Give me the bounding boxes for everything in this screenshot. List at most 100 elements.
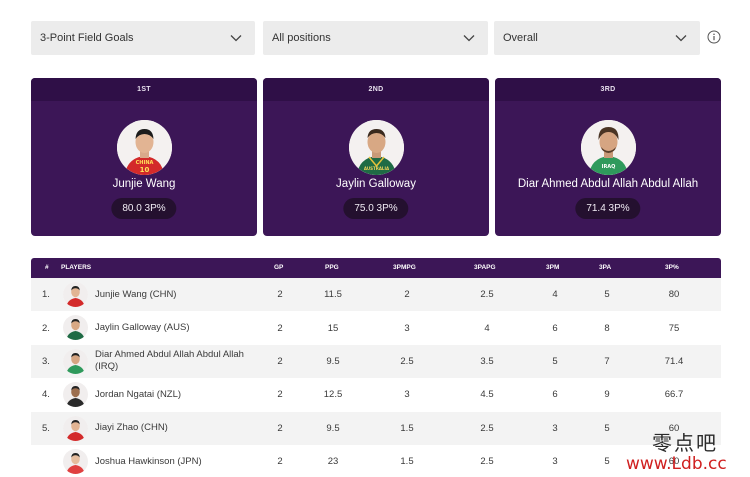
cell-pa: 5 (604, 289, 610, 301)
cell-gp: 2 (277, 389, 283, 401)
header-3pm[interactable]: 3PM (546, 264, 560, 271)
player-avatar: IRAQ (580, 120, 636, 175)
cell-gp: 2 (277, 322, 283, 334)
leader-stat-badge: 80.0 3P% (111, 198, 177, 219)
cell-pmpg: 1.5 (400, 456, 414, 468)
chevron-down-icon (674, 31, 688, 45)
row-rank: 1. (42, 289, 50, 301)
leader-stat-badge: 71.4 3P% (575, 198, 641, 219)
cell-pmpg: 2.5 (400, 355, 414, 367)
row-rank: 5. (42, 422, 50, 434)
cell-ppg: 9.5 (326, 355, 340, 367)
cell-pct: 75 (668, 322, 680, 334)
table-row[interactable]: 1. Junjie Wang (CHN) 2 11.5 2 2.5 4 5 80 (31, 278, 721, 312)
header-3p-pct[interactable]: 3P% (665, 264, 679, 271)
stat-select-value: 3-Point Field Goals (40, 32, 134, 44)
leader-name: Jaylin Galloway (336, 178, 416, 190)
cell-gp: 2 (277, 355, 283, 367)
header-rank[interactable]: # (45, 264, 49, 271)
watermark-text: 零点吧 (652, 431, 718, 455)
row-rank: 3. (42, 355, 50, 367)
watermark: 零点吧 www.Ldb.cc (618, 421, 748, 477)
cell-pm: 3 (552, 422, 558, 434)
player-name-link[interactable]: Jordan Ngatai (NZL) (95, 388, 182, 400)
player-name-link[interactable]: Joshua Hawkinson (JPN) (95, 455, 202, 467)
scope-select-value: Overall (503, 32, 538, 44)
cell-gp: 2 (277, 422, 283, 434)
leader-card-3[interactable]: 3RD IRAQ Diar Ahmed Abdul Allah Abdul Al… (495, 78, 721, 236)
cell-pct: 71.4 (664, 355, 684, 367)
player-thumbnail (63, 382, 88, 408)
table-row[interactable]: 4. Jordan Ngatai (NZL) 2 12.5 3 4.5 6 9 66.7 (31, 378, 721, 411)
cell-gp: 2 (277, 289, 283, 301)
chevron-down-icon (229, 31, 243, 45)
cell-papg: 2.5 (480, 289, 494, 301)
table-row[interactable]: 5. Jiayi Zhao (CHN) 2 9.5 1.5 2.5 3 5 60 (31, 411, 721, 445)
player-name-link[interactable]: Jaylin Galloway (AUS) (95, 322, 190, 334)
cell-pa: 9 (604, 389, 610, 401)
header-3pa[interactable]: 3PA (599, 264, 612, 271)
leader-rank: 2ND (263, 78, 489, 101)
cell-pm: 5 (552, 355, 558, 367)
leader-name: Diar Ahmed Abdul Allah Abdul Allah (517, 178, 699, 190)
cell-pct: 66.7 (664, 389, 684, 401)
cell-gp: 2 (277, 456, 283, 468)
table-header: # PLAYERS GP PPG 3PMPG 3PAPG 3PM 3PA 3P% (31, 258, 721, 278)
leader-rank: 1ST (31, 78, 257, 101)
leader-card-1[interactable]: 1ST CHINA 10 Junjie Wang 80.0 3P% (31, 78, 257, 236)
position-select[interactable]: All positions (263, 21, 488, 55)
cell-pm: 6 (552, 322, 558, 334)
player-thumbnail (63, 415, 88, 441)
header-3pmpg[interactable]: 3PMPG (393, 264, 416, 271)
cell-papg: 2.5 (480, 456, 494, 468)
leader-stat-badge: 75.0 3P% (343, 198, 409, 219)
cell-pm: 6 (552, 389, 558, 401)
header-ppg[interactable]: PPG (325, 264, 339, 271)
player-thumbnail (63, 282, 88, 307)
cell-pa: 8 (604, 322, 610, 334)
row-rank: 4. (42, 389, 50, 401)
cell-papg: 4 (484, 322, 490, 334)
cell-ppg: 12.5 (323, 389, 343, 401)
cell-pmpg: 3 (404, 389, 410, 401)
watermark-url: www.Ldb.cc (626, 454, 727, 474)
svg-text:AUSTRALIA: AUSTRALIA (363, 166, 389, 171)
cell-papg: 4.5 (480, 389, 494, 401)
cell-pa: 7 (604, 355, 610, 367)
cell-ppg: 23 (327, 456, 339, 468)
cell-papg: 2.5 (480, 422, 494, 434)
cell-pmpg: 3 (404, 322, 410, 334)
player-avatar: AUSTRALIA (348, 120, 404, 175)
leader-card-2[interactable]: 2ND AUSTRALIA Jaylin Galloway 75.0 3P% (263, 78, 489, 236)
cell-pm: 3 (552, 456, 558, 468)
cell-pa: 5 (604, 422, 610, 434)
leader-rank: 3RD (495, 78, 721, 101)
cell-papg: 3.5 (480, 355, 494, 367)
table-row[interactable]: 2. Jaylin Galloway (AUS) 2 15 3 4 6 8 75 (31, 311, 721, 344)
header-gp[interactable]: GP (274, 264, 284, 271)
cell-pm: 4 (552, 289, 558, 301)
cell-pmpg: 2 (404, 289, 410, 301)
scope-select[interactable]: Overall (494, 21, 700, 55)
player-name-link[interactable]: Diar Ahmed Abdul Allah Abdul Allah (IRQ) (95, 349, 244, 373)
position-select-value: All positions (272, 32, 331, 44)
svg-text:IRAQ: IRAQ (601, 164, 615, 170)
svg-text:10: 10 (139, 166, 149, 174)
cell-pct: 60 (668, 422, 680, 434)
header-3papg[interactable]: 3PAPG (474, 264, 496, 271)
player-name-link[interactable]: Jiayi Zhao (CHN) (95, 422, 168, 434)
stat-select[interactable]: 3-Point Field Goals (31, 21, 255, 55)
player-thumbnail (63, 348, 88, 374)
table-row[interactable]: 3. Diar Ahmed Abdul Allah Abdul Allah (IR… (31, 344, 721, 379)
header-players[interactable]: PLAYERS (61, 264, 92, 271)
player-thumbnail (63, 315, 88, 341)
player-thumbnail (63, 448, 88, 474)
info-icon[interactable] (707, 30, 721, 44)
cell-pmpg: 1.5 (400, 422, 414, 434)
cell-ppg: 9.5 (326, 422, 340, 434)
player-avatar: CHINA 10 (116, 120, 172, 175)
cell-ppg: 15 (327, 322, 339, 334)
table-row[interactable]: Joshua Hawkinson (JPN) 2 23 1.5 2.5 3 5 60 (31, 445, 721, 477)
row-rank: 2. (42, 322, 50, 334)
player-name-link[interactable]: Junjie Wang (CHN) (95, 288, 177, 300)
